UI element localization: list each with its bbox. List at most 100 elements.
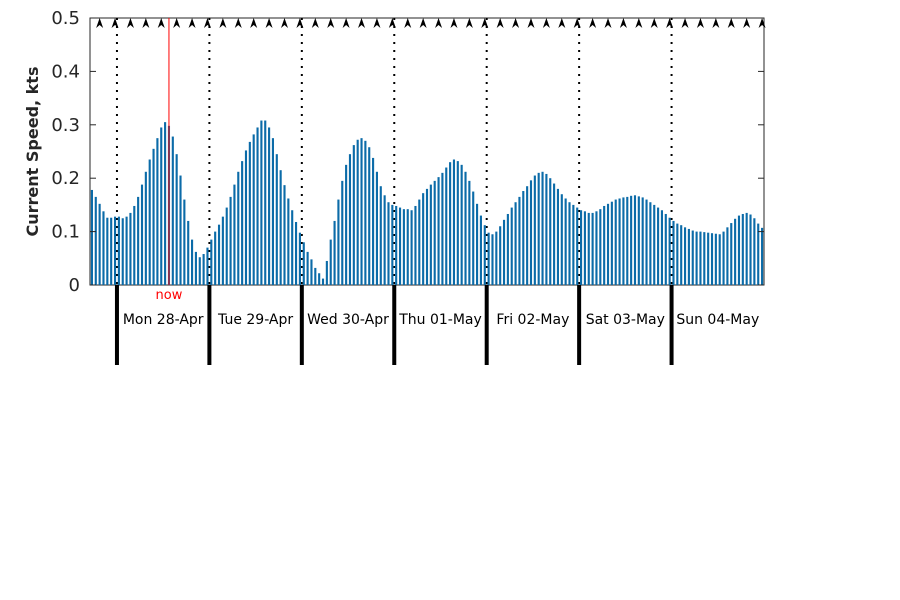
speed-bar	[241, 161, 244, 285]
speed-bar	[375, 171, 378, 285]
speed-bar	[449, 162, 452, 285]
speed-bar	[164, 122, 167, 285]
speed-bar	[741, 213, 744, 285]
direction-arrow	[481, 18, 489, 28]
speed-bar	[472, 191, 475, 285]
direction-arrow	[465, 18, 473, 28]
speed-bar	[580, 210, 583, 285]
speed-bar	[337, 199, 340, 285]
speed-bar	[414, 205, 417, 285]
speed-bar	[599, 209, 602, 285]
speed-bar	[248, 141, 251, 285]
direction-arrow	[311, 18, 319, 28]
speed-bar	[749, 214, 752, 285]
speed-bar	[306, 251, 309, 285]
speed-bar	[391, 204, 394, 285]
direction-arrow	[635, 18, 643, 28]
speed-bar	[94, 196, 97, 285]
speed-bar	[310, 259, 313, 285]
direction-arrow	[450, 18, 458, 28]
speed-bar	[476, 203, 479, 285]
speed-bar	[291, 210, 294, 285]
direction-arrow	[435, 18, 443, 28]
direction-arrow	[203, 18, 211, 28]
speed-bar	[630, 195, 633, 285]
speed-bars	[90, 120, 764, 286]
speed-bar	[117, 216, 120, 285]
speed-bar	[217, 224, 221, 285]
speed-bar	[113, 216, 117, 285]
speed-bar	[714, 233, 717, 285]
speed-bar	[645, 199, 648, 285]
speed-bar	[491, 234, 494, 285]
speed-bar	[160, 127, 163, 285]
speed-bar	[687, 228, 690, 285]
speed-bar	[595, 211, 598, 285]
direction-arrow	[604, 18, 612, 28]
direction-arrow	[157, 18, 165, 28]
day-labels: Mon 28-Apr Tue 29-Apr Wed 30-Apr Thu 01-May…	[123, 312, 759, 328]
speed-bar	[252, 134, 255, 285]
speed-bar	[325, 260, 328, 285]
speed-bar	[410, 210, 413, 285]
direction-arrow	[373, 18, 381, 28]
speed-bar	[256, 127, 259, 285]
direction-arrow	[327, 18, 335, 28]
speed-bar	[333, 220, 336, 285]
speed-bar	[133, 205, 136, 285]
now-label: now	[156, 288, 183, 303]
speed-bar	[722, 231, 725, 285]
speed-bar	[526, 186, 529, 285]
speed-bar	[510, 207, 513, 285]
speed-bar	[202, 254, 205, 285]
speed-bar	[298, 232, 301, 285]
speed-bar	[664, 213, 667, 285]
speed-bar	[683, 227, 687, 285]
speed-bar	[456, 161, 459, 285]
speed-bar	[341, 180, 344, 285]
direction-arrow	[358, 18, 366, 28]
direction-arrow	[619, 18, 627, 28]
speed-bar	[618, 198, 621, 285]
speed-bar	[537, 172, 540, 285]
speed-bar	[514, 202, 517, 285]
speed-bar	[680, 225, 683, 285]
direction-arrow	[280, 18, 288, 28]
speed-bar	[406, 209, 409, 285]
speed-bar	[541, 171, 544, 285]
speed-bar	[379, 186, 382, 285]
direction-arrow	[542, 18, 550, 28]
day-label: Thu 01-May	[398, 312, 482, 328]
direction-arrow	[419, 18, 427, 28]
direction-arrow	[527, 18, 535, 28]
speed-bar	[129, 212, 132, 285]
speed-bar	[144, 171, 147, 285]
speed-bar	[210, 239, 213, 285]
speed-bar	[179, 175, 182, 285]
speed-bar	[425, 188, 429, 285]
speed-bar	[468, 180, 471, 285]
speed-bar	[545, 173, 548, 285]
speed-bar	[761, 227, 764, 285]
speed-bar	[140, 184, 144, 285]
speed-bar	[356, 139, 359, 285]
speed-bar	[383, 195, 386, 285]
speed-bar	[345, 164, 348, 285]
direction-arrow	[496, 18, 504, 28]
speed-bar	[368, 147, 371, 285]
direction-arrow	[727, 18, 735, 28]
speed-bar	[479, 215, 482, 285]
speed-bar	[148, 159, 151, 285]
direction-arrow	[219, 18, 227, 28]
day-label: Fri 02-May	[496, 312, 569, 328]
speed-bar	[175, 154, 178, 285]
direction-arrow	[188, 18, 196, 28]
direction-arrow	[696, 18, 704, 28]
direction-arrow	[758, 18, 766, 28]
speed-bar	[183, 199, 186, 285]
y-tick-label: 0	[69, 275, 80, 296]
speed-bar	[564, 198, 567, 285]
speed-bar	[429, 184, 432, 285]
speed-bar	[657, 207, 660, 285]
y-axis-label: Current Speed, kts	[23, 67, 42, 237]
